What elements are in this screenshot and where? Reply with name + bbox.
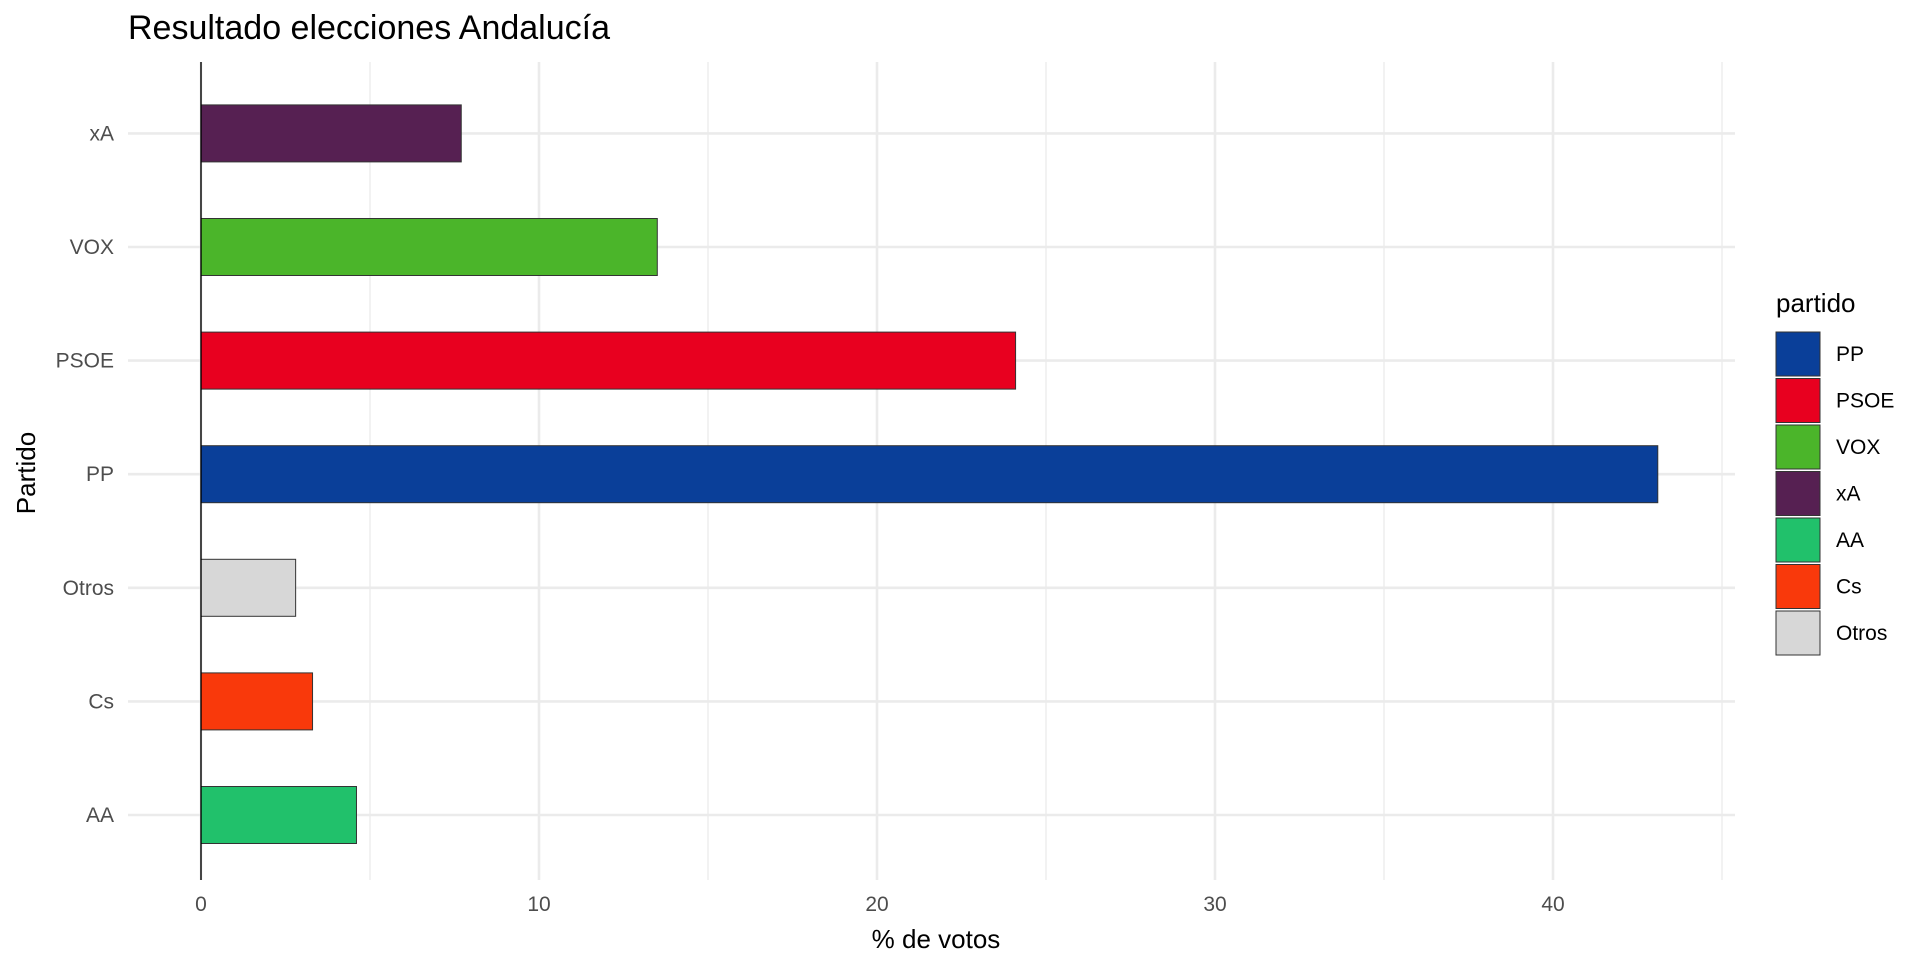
- legend-key-psoe: [1775, 378, 1821, 423]
- x-tick-label: 20: [865, 893, 888, 916]
- y-tick-label: AA: [86, 804, 114, 827]
- legend-key-xa: [1775, 471, 1821, 516]
- legend-key-pp: [1775, 331, 1821, 377]
- bar-cs: [200, 672, 314, 731]
- x-tick-label: 0: [195, 893, 207, 916]
- legend-key-otros: [1775, 610, 1821, 656]
- legend-label: xA: [1836, 483, 1861, 506]
- x-tick-label: 10: [527, 893, 550, 916]
- bar-otros: [200, 558, 297, 617]
- legend-label: VOX: [1836, 436, 1880, 459]
- bars: [200, 104, 1659, 844]
- y-tick-labels: AA Cs Otros PP PSOE VOX xA: [56, 122, 114, 827]
- bar-pp: [200, 445, 1659, 504]
- legend-title: partido: [1776, 288, 1856, 318]
- legend-label: PP: [1836, 343, 1864, 366]
- y-tick-label: xA: [89, 122, 114, 145]
- chart-title: Resultado elecciones Andalucía: [128, 9, 610, 47]
- bar-vox: [200, 218, 658, 276]
- y-axis-title: Partido: [11, 432, 41, 514]
- bar-xa: [200, 104, 462, 163]
- x-tick-label: 40: [1541, 893, 1564, 916]
- bar-psoe: [200, 331, 1017, 390]
- x-tick-label: 30: [1203, 893, 1226, 916]
- legend-label: AA: [1836, 529, 1864, 552]
- legend-items: PP PSOE VOX xA AA Cs Otros: [1775, 331, 1894, 656]
- bar-aa: [200, 786, 357, 844]
- y-tick-label: PSOE: [56, 350, 114, 373]
- y-tick-label: PP: [86, 463, 114, 486]
- x-axis-title: % de votos: [872, 924, 1001, 954]
- y-tick-label: Cs: [88, 690, 114, 713]
- legend-key-vox: [1775, 424, 1821, 470]
- legend-label: PSOE: [1836, 390, 1894, 413]
- legend: partido PP PSOE VOX xA AA Cs Otros: [1775, 288, 1894, 656]
- legend-label: Cs: [1836, 576, 1862, 599]
- x-tick-labels: 0 10 20 30 40: [195, 893, 1565, 916]
- y-tick-label: Otros: [63, 577, 114, 600]
- legend-label: Otros: [1836, 622, 1887, 645]
- legend-key-aa: [1775, 517, 1821, 563]
- y-tick-label: VOX: [70, 236, 114, 259]
- legend-key-cs: [1775, 564, 1821, 609]
